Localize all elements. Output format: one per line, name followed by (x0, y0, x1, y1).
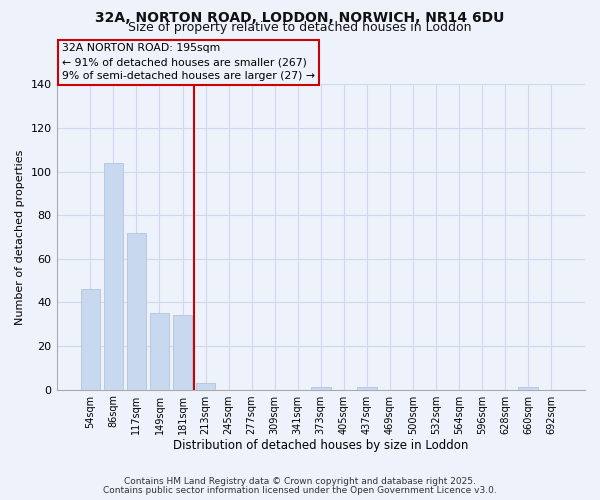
Text: Size of property relative to detached houses in Loddon: Size of property relative to detached ho… (128, 21, 472, 34)
X-axis label: Distribution of detached houses by size in Loddon: Distribution of detached houses by size … (173, 440, 469, 452)
Bar (518, 388, 538, 390)
Bar (311, 388, 331, 390)
Bar (104, 163, 123, 390)
Bar (149, 314, 169, 390)
Bar (357, 388, 377, 390)
Text: 32A NORTON ROAD: 195sqm
← 91% of detached houses are smaller (267)
9% of semi-de: 32A NORTON ROAD: 195sqm ← 91% of detache… (62, 44, 315, 82)
Text: Contains HM Land Registry data © Crown copyright and database right 2025.: Contains HM Land Registry data © Crown c… (124, 477, 476, 486)
Bar (80, 290, 100, 390)
Text: 32A, NORTON ROAD, LODDON, NORWICH, NR14 6DU: 32A, NORTON ROAD, LODDON, NORWICH, NR14 … (95, 11, 505, 25)
Y-axis label: Number of detached properties: Number of detached properties (15, 150, 25, 324)
Bar (127, 232, 146, 390)
Bar (196, 383, 215, 390)
Text: Contains public sector information licensed under the Open Government Licence v3: Contains public sector information licen… (103, 486, 497, 495)
Bar (173, 316, 193, 390)
